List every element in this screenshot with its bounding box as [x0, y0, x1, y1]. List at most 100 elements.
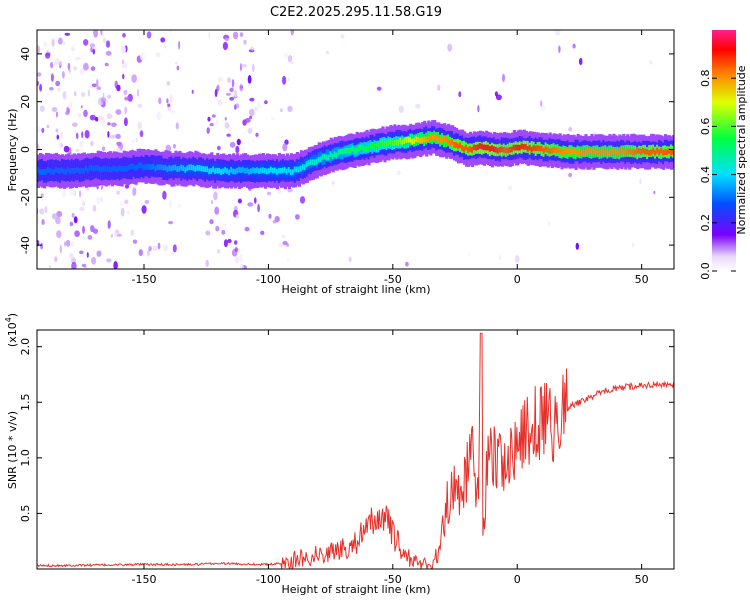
spectrogram-noise-cell: [100, 117, 105, 127]
spectrogram-noise-cell: [331, 181, 336, 185]
spectrogram-noise-cell: [51, 38, 55, 47]
spectrogram-noise-cell: [80, 105, 83, 109]
spectrogram-ridge-cell: [644, 148, 648, 155]
spectrogram-noise-cell: [206, 127, 210, 134]
spectrogram-ridge-cell: [355, 148, 359, 154]
spectrogram-ridge-cell: [273, 167, 278, 174]
spectrogram-noise-cell: [164, 44, 167, 49]
spectrogram-ridge-cell: [554, 147, 558, 153]
spectrogram-ridge-cell: [283, 167, 287, 173]
spectrogram-noise-cell: [40, 242, 44, 250]
spectrogram-noise-cell: [502, 73, 505, 83]
spectrogram-ridge-cell: [126, 165, 130, 172]
spectrogram-noise-cell: [168, 30, 173, 34]
spectrogram-noise-cell: [266, 191, 272, 196]
spectrogram-ridge-cell: [574, 148, 578, 155]
spectrogram-noise-cell: [123, 89, 128, 96]
snr-frame: [36, 329, 675, 570]
spectrogram-ridge-cell: [325, 154, 329, 161]
spectrogram-noise-cell: [214, 206, 220, 215]
spectrogram-noise-cell: [256, 102, 261, 109]
spectrogram-noise-cell: [37, 126, 41, 133]
spectrogram-ridge-cell: [367, 145, 371, 152]
spectrogram-noise-cell: [76, 132, 79, 139]
spectrogram-y-tick-label: 40: [19, 47, 32, 61]
spectrogram-ridge-cell: [271, 167, 276, 174]
spectrogram-ridge-cell: [403, 138, 407, 144]
spectrogram-noise-cell: [209, 123, 214, 127]
spectrogram-noise-cell: [107, 94, 112, 99]
spectrogram-noise-cell: [56, 134, 59, 140]
spectrogram-noise-cell: [398, 105, 404, 114]
spectrogram-noise-cell: [107, 122, 111, 126]
spectrogram-ridge-cell: [664, 149, 668, 156]
spectrogram-noise-cell: [234, 247, 238, 252]
spectrogram-noise-cell: [110, 234, 113, 238]
spectrogram-ridge-cell: [578, 150, 582, 156]
spectrogram-ridge-cell: [242, 166, 246, 173]
spectrogram-noise-cell: [84, 129, 90, 139]
spectrogram-ridge-cell: [275, 169, 280, 175]
spectrogram-noise-cell: [176, 65, 180, 71]
spectrogram-ridge-cell: [421, 137, 425, 143]
spectrogram-noise-cell: [101, 188, 107, 193]
spectrogram-ridge-cell: [347, 147, 351, 154]
spectrogram-ridge-cell: [200, 165, 204, 172]
spectrogram-ridge-cell: [52, 169, 57, 175]
snr-scale-label: (x104): [4, 313, 19, 347]
spectrogram-ridge-cell: [218, 167, 222, 174]
spectrogram-ridge-cell: [620, 148, 624, 154]
spectrogram-noise-cell: [71, 212, 75, 218]
spectrogram-noise-cell: [281, 234, 286, 239]
spectrogram-ridge-cell: [496, 147, 500, 154]
spectrogram-noise-cell: [130, 229, 135, 236]
spectrogram-ridge-cell: [476, 144, 481, 150]
spectrogram-noise-cell: [41, 219, 45, 225]
spectrogram-noise-cell: [46, 124, 50, 129]
spectrogram-noise-cell: [223, 223, 227, 227]
spectrogram-noise-cell: [257, 203, 260, 213]
spectrogram-ridge-cell: [190, 164, 194, 171]
spectrogram-ridge-cell: [463, 146, 467, 152]
spectrogram-ridge-cell: [299, 165, 303, 172]
spectrogram-ridge-cell: [150, 164, 154, 170]
spectrogram-ridge-cell: [118, 165, 122, 171]
spectrogram-noise-cell: [239, 263, 245, 269]
spectrogram-ridge-cell: [632, 149, 636, 156]
spectrogram-ridge-cell: [586, 148, 590, 155]
spectrogram-ridge-cell: [349, 147, 353, 154]
spectrogram-ridge-cell: [393, 140, 397, 146]
colorbar-tick-label: 0.2: [699, 214, 712, 232]
spectrogram-ridge-cell: [385, 140, 389, 147]
spectrogram-noise-cell: [139, 130, 144, 138]
spectrogram-noise-cell: [558, 45, 561, 53]
spectrogram-noise-cell: [540, 100, 543, 107]
spectrogram-ridge-cell: [642, 147, 646, 154]
spectrogram-noise-cell: [116, 190, 120, 195]
spectrogram-noise-cell: [77, 113, 82, 118]
snr-y-tick-label: 2.0: [19, 338, 32, 356]
spectrogram-noise-cell: [229, 87, 234, 93]
spectrogram-noise-cell: [114, 80, 118, 89]
spectrogram-noise-cell: [63, 145, 70, 153]
spectrogram-x-tick-label: 50: [635, 273, 649, 286]
spectrogram-noise-cell: [41, 127, 45, 133]
spectrogram-noise-cell: [109, 134, 116, 139]
spectrogram-noise-cell: [226, 133, 231, 137]
spectrogram-ridge-cell: [478, 143, 483, 149]
spectrogram-ridge-cell: [343, 147, 347, 154]
spectrogram-noise-cell: [56, 230, 62, 239]
spectrogram-noise-cell: [89, 43, 96, 48]
spectrogram-ridge-cell: [618, 150, 622, 157]
spectrogram-ridge-cell: [182, 165, 186, 171]
spectrogram-noise-cell: [111, 122, 117, 127]
spectrogram-noise-cell: [299, 196, 306, 204]
spectrogram-noise-cell: [69, 253, 74, 259]
spectrogram-ridge-cell: [210, 168, 214, 174]
spectrogram-noise-cell: [79, 68, 85, 75]
spectrogram-ridge-cell: [265, 168, 270, 175]
spectrogram-noise-cell: [50, 73, 54, 82]
spectrogram-panel: -150 -100 -50 0 50 -40 -20 0 20 40 Height of str…: [6, 29, 675, 296]
spectrogram-noise-cell: [37, 45, 41, 54]
spectrogram-ridge-cell: [459, 142, 463, 149]
